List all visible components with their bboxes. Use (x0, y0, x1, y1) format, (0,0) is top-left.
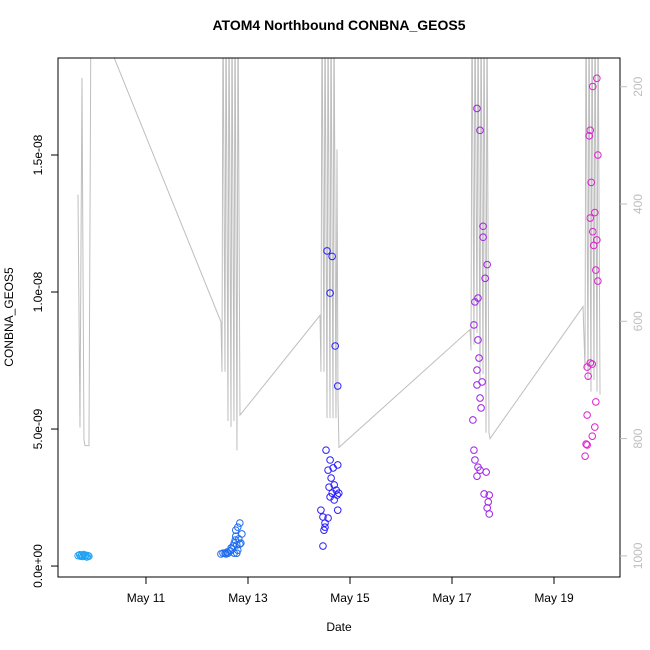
data-point (473, 104, 481, 113)
data-point (482, 468, 490, 476)
data-point (328, 252, 336, 261)
data-point (230, 549, 239, 557)
data-point (587, 178, 596, 187)
data-line (77, 58, 601, 451)
data-point (471, 456, 479, 464)
data-point (584, 372, 592, 380)
data-point (330, 496, 338, 504)
data-point (222, 550, 230, 558)
data-point (582, 440, 590, 448)
chart-title: ATOM4 Northbound CONBNA_GEOS5 (212, 17, 465, 33)
data-point (327, 474, 335, 482)
data-point (333, 461, 342, 469)
data-point (594, 277, 602, 285)
data-point (588, 227, 597, 236)
x-tick-label: May 17 (432, 591, 472, 605)
data-point (583, 411, 591, 419)
data-point (236, 519, 244, 527)
data-point (589, 241, 598, 250)
data-point (586, 126, 595, 135)
data-point (319, 542, 327, 550)
data-point (583, 441, 591, 449)
y-axis-title: CONBNA_GEOS5 (2, 267, 16, 367)
y2-tick-label: 400 (631, 194, 645, 214)
x-tick-label: May 15 (330, 591, 370, 605)
data-point (476, 394, 484, 402)
data-point (588, 82, 597, 91)
data-point (481, 274, 489, 283)
data-point (593, 74, 601, 83)
data-point (334, 489, 343, 497)
data-point (591, 208, 599, 217)
data-point (586, 214, 595, 222)
data-point (479, 222, 487, 231)
data-point (477, 404, 485, 412)
data-point (581, 452, 589, 460)
y-tick-label: 0.0e+00 (31, 544, 45, 588)
x-axis-title: Date (326, 620, 352, 634)
data-point (479, 233, 487, 242)
y2-tick-label: 200 (631, 76, 645, 96)
plot-area (74, 58, 602, 561)
data-point (219, 549, 227, 557)
data-point (326, 289, 334, 297)
data-point (331, 342, 340, 350)
data-point (232, 549, 241, 557)
data-point (85, 552, 93, 560)
y-tick-label: 1.0e-08 (31, 271, 45, 312)
data-point (476, 126, 484, 135)
data-point (473, 366, 481, 374)
x-tick-label: May 11 (127, 591, 166, 605)
data-point (471, 298, 479, 306)
data-point (485, 510, 494, 518)
plot-frame (57, 57, 621, 578)
data-point (237, 539, 245, 547)
data-point (592, 266, 600, 274)
data-point (231, 526, 240, 534)
data-point (591, 423, 599, 431)
data-point (473, 472, 481, 480)
data-point (238, 530, 246, 538)
data-point (325, 483, 333, 491)
x-tick-label: May 13 (228, 591, 268, 605)
data-point (478, 378, 486, 386)
y2-tick-label: 800 (631, 428, 645, 448)
data-point (594, 151, 602, 159)
data-point (322, 446, 330, 454)
data-point (317, 506, 325, 514)
data-point (333, 506, 342, 514)
data-point (470, 446, 478, 454)
data-point (236, 540, 244, 548)
y-tick-label: 1.5e-08 (31, 134, 45, 175)
x-tick-label: May 19 (534, 591, 574, 605)
data-point (469, 416, 477, 424)
data-point (588, 432, 597, 440)
data-point (330, 481, 338, 489)
data-point (475, 354, 483, 362)
data-point (320, 526, 328, 534)
data-point (585, 132, 593, 140)
y2-tick-label: 600 (631, 311, 645, 331)
data-point (480, 490, 488, 498)
data-point (474, 336, 482, 344)
data-point (324, 466, 332, 474)
data-point (323, 247, 331, 255)
data-point (333, 382, 342, 390)
data-point (592, 398, 600, 406)
data-point (583, 363, 591, 371)
y-tick-label: 5.0e-09 (31, 408, 45, 449)
y2-tick-label: 1000 (631, 542, 645, 569)
data-point (483, 260, 491, 269)
data-point (470, 321, 478, 329)
data-point (326, 456, 334, 464)
data-point (324, 514, 332, 522)
